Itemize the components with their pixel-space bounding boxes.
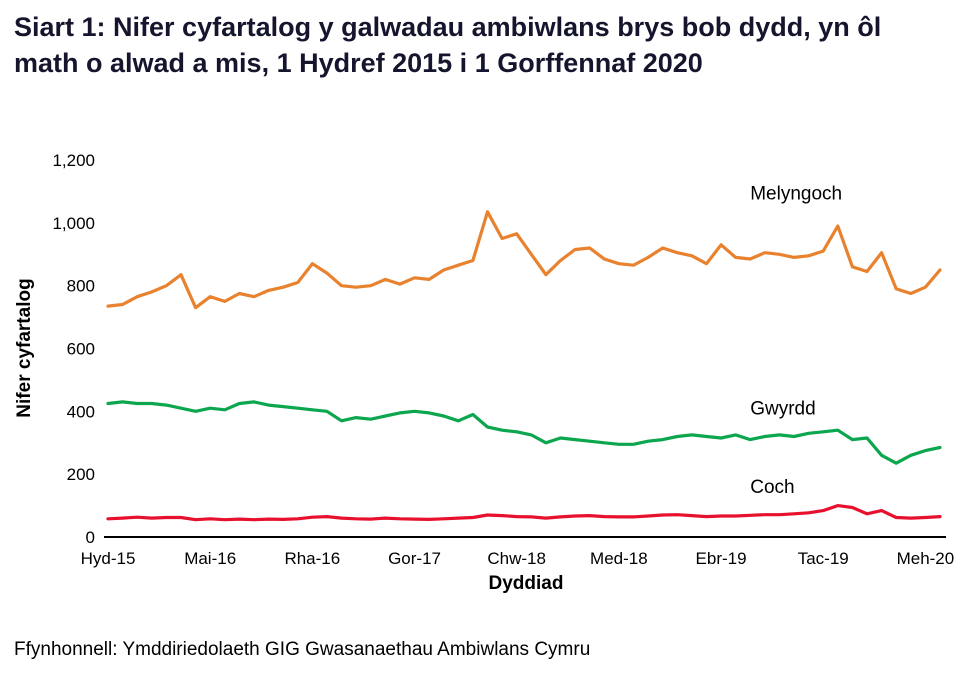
line-chart: 0 200 400 600 800 1,000 1,200 Hyd-15 Mai-16 Rha-1… (14, 151, 955, 594)
series-label-melyngoch: Melyngoch (750, 183, 842, 204)
y-tick-label: 1,000 (52, 214, 95, 233)
x-tick-label: Mai-16 (184, 549, 236, 568)
y-tick-label: 1,200 (52, 151, 95, 170)
series-label-coch: Coch (750, 477, 794, 498)
y-tick-label: 200 (67, 465, 95, 484)
x-tick-label: Chw-18 (487, 549, 546, 568)
x-tick-label: Gor-17 (388, 549, 441, 568)
series-label-gwyrdd: Gwyrdd (750, 398, 815, 419)
chart-area: 0 200 400 600 800 1,000 1,200 Hyd-15 Mai-16 Rha-1… (0, 132, 970, 610)
x-tick-label: Rha-16 (284, 549, 340, 568)
y-tick-label: 400 (67, 402, 95, 421)
x-axis-title: Dyddiad (489, 573, 564, 594)
series-line-coch (106, 504, 942, 522)
x-tick-label: Meh-20 (897, 549, 955, 568)
x-tick-label: Ebr-19 (696, 549, 747, 568)
y-tick-label: 600 (67, 340, 95, 359)
series-line-gwyrdd (106, 400, 942, 465)
series-line-melyngoch (106, 210, 942, 310)
y-axis-title: Nifer cyfartalog (14, 278, 35, 417)
page-title: Siart 1: Nifer cyfartalog y galwadau amb… (14, 12, 882, 78)
x-tick-label: Med-18 (590, 549, 648, 568)
x-tick-label: Tac-19 (798, 549, 849, 568)
x-tick-label: Hyd-15 (81, 549, 136, 568)
y-tick-label: 0 (86, 528, 95, 547)
y-tick-label: 800 (67, 277, 95, 296)
source-note: Ffynhonnell: Ymddiriedolaeth GIG Gwasana… (14, 639, 591, 660)
